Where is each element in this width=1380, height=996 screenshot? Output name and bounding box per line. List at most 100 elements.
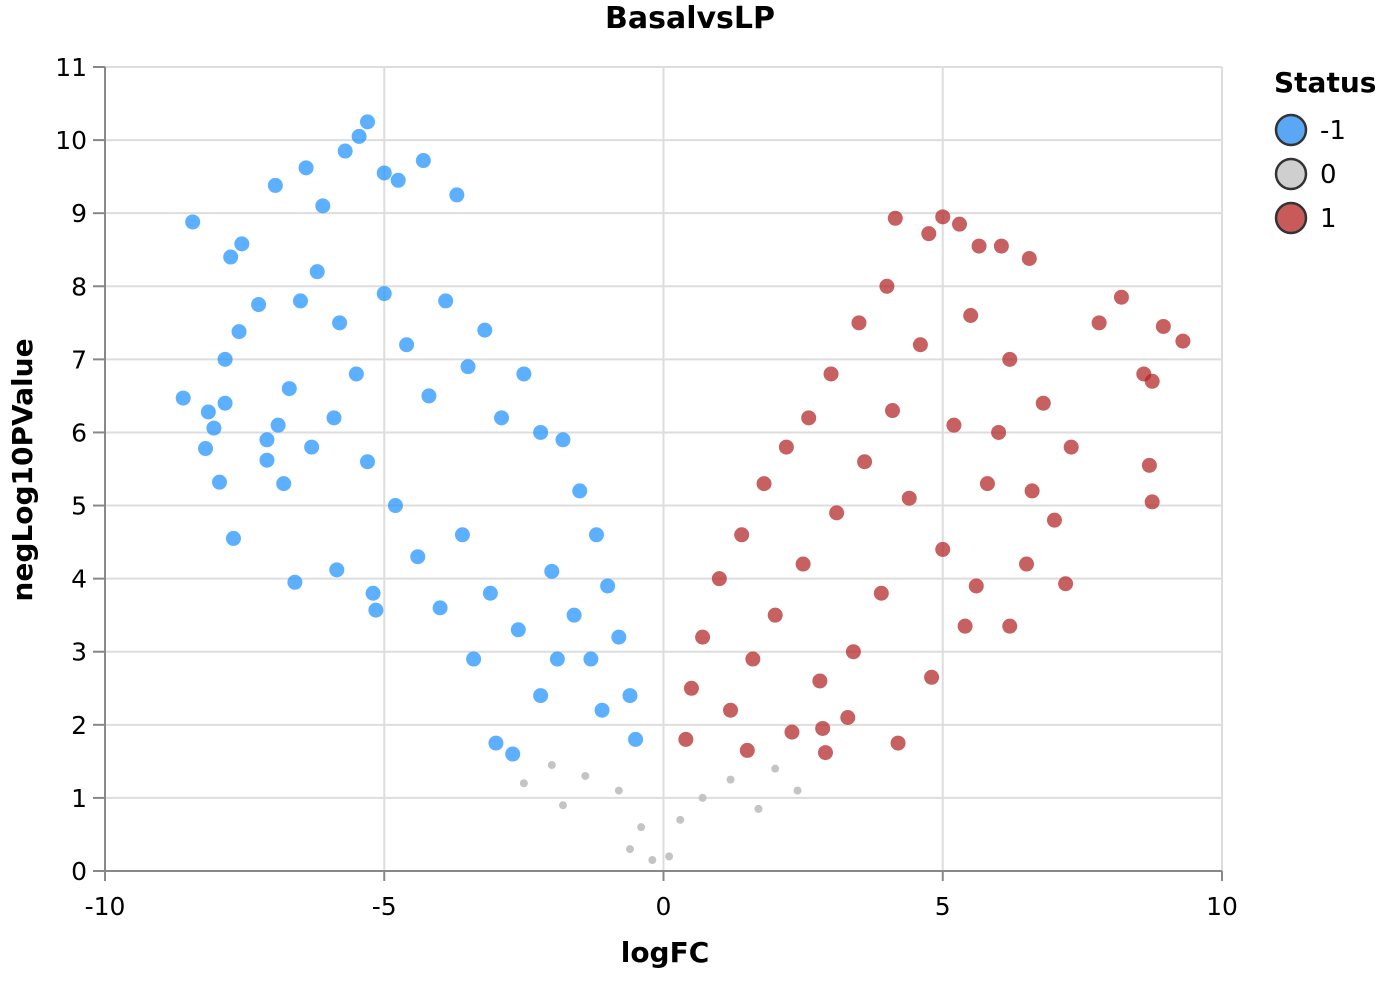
data-point xyxy=(812,673,828,689)
data-point xyxy=(460,359,476,375)
data-point xyxy=(1155,318,1171,334)
data-point xyxy=(267,177,283,193)
data-point xyxy=(488,735,504,751)
data-point xyxy=(572,483,588,499)
y-tick-label: 3 xyxy=(71,638,87,667)
y-tick-label: 1 xyxy=(71,784,87,813)
data-point xyxy=(676,815,685,824)
data-point xyxy=(365,585,381,601)
data-point xyxy=(376,286,392,302)
data-point xyxy=(1002,618,1018,634)
data-point xyxy=(270,417,286,433)
data-point xyxy=(583,651,599,667)
data-point xyxy=(683,680,699,696)
data-point xyxy=(957,618,973,634)
data-point xyxy=(223,249,239,265)
data-point xyxy=(533,424,549,440)
series-nonsig xyxy=(519,761,802,865)
data-point xyxy=(678,731,694,747)
data-point xyxy=(566,607,582,623)
y-axis-title: negLog10PValue xyxy=(6,338,39,601)
data-point xyxy=(840,710,856,726)
data-point xyxy=(225,530,241,546)
y-tick-label: 5 xyxy=(71,492,87,521)
data-point xyxy=(482,585,498,601)
y-tick-label: 0 xyxy=(71,857,87,886)
data-point xyxy=(332,315,348,331)
data-point xyxy=(815,720,831,736)
data-point xyxy=(912,337,928,353)
data-point xyxy=(935,541,951,557)
data-point xyxy=(368,602,384,618)
data-point xyxy=(901,490,917,506)
data-point xyxy=(665,852,674,861)
data-point xyxy=(1035,395,1051,411)
data-point xyxy=(549,651,565,667)
data-point xyxy=(879,278,895,294)
data-point xyxy=(477,322,493,338)
data-point xyxy=(519,779,528,788)
data-point xyxy=(1058,576,1074,592)
data-point xyxy=(494,410,510,426)
data-point xyxy=(924,669,940,685)
data-point xyxy=(754,804,763,813)
data-point xyxy=(1063,439,1079,455)
y-tick-label: 7 xyxy=(71,345,87,374)
data-point xyxy=(1019,556,1035,572)
data-point xyxy=(745,651,761,667)
data-point xyxy=(817,745,833,761)
data-point xyxy=(206,420,222,436)
data-points xyxy=(175,114,1191,865)
data-point xyxy=(558,801,567,810)
data-point xyxy=(823,366,839,382)
data-point xyxy=(251,297,267,313)
y-tick-label: 10 xyxy=(55,126,87,155)
data-point xyxy=(516,366,532,382)
data-point xyxy=(614,786,623,795)
data-point xyxy=(211,474,227,490)
data-point xyxy=(887,210,903,226)
data-point xyxy=(185,214,201,230)
data-point xyxy=(555,432,571,448)
data-point xyxy=(1175,333,1191,349)
data-point xyxy=(175,390,191,406)
data-point xyxy=(767,607,783,623)
data-point xyxy=(771,764,780,773)
y-tick-label: 9 xyxy=(71,199,87,228)
data-point xyxy=(600,578,616,594)
tick-labels: 0 1 2 3 4 5 6 7 8 9 10 11 -10 -5 0 5 10 xyxy=(55,53,1238,921)
data-point xyxy=(217,395,233,411)
data-point xyxy=(415,153,431,169)
legend-symbol xyxy=(1274,157,1308,191)
data-point xyxy=(547,761,556,770)
data-point xyxy=(1144,373,1160,389)
data-point xyxy=(845,644,861,660)
legend-title: Status xyxy=(1274,66,1376,99)
data-point xyxy=(376,165,392,181)
data-point xyxy=(963,308,979,324)
legend-label: -1 xyxy=(1320,116,1346,146)
data-point xyxy=(231,324,247,340)
y-tick-label: 8 xyxy=(71,272,87,301)
data-point xyxy=(979,476,995,492)
data-point xyxy=(337,143,353,159)
data-point xyxy=(510,622,526,638)
data-point xyxy=(276,476,292,492)
data-point xyxy=(622,688,638,704)
data-point xyxy=(801,410,817,426)
chart-title: BasalvsLP xyxy=(605,1,775,36)
data-point xyxy=(1024,483,1040,499)
data-point xyxy=(449,187,465,203)
data-point xyxy=(387,498,403,514)
x-tick-label: -10 xyxy=(85,892,126,921)
data-point xyxy=(1091,315,1107,331)
data-point xyxy=(298,160,314,176)
legend-label: 0 xyxy=(1320,160,1337,190)
data-point xyxy=(756,476,772,492)
data-point xyxy=(304,439,320,455)
data-point xyxy=(421,388,437,404)
data-point xyxy=(1113,289,1129,305)
series-down xyxy=(175,114,644,762)
data-point xyxy=(259,452,275,468)
series-up xyxy=(678,209,1191,761)
